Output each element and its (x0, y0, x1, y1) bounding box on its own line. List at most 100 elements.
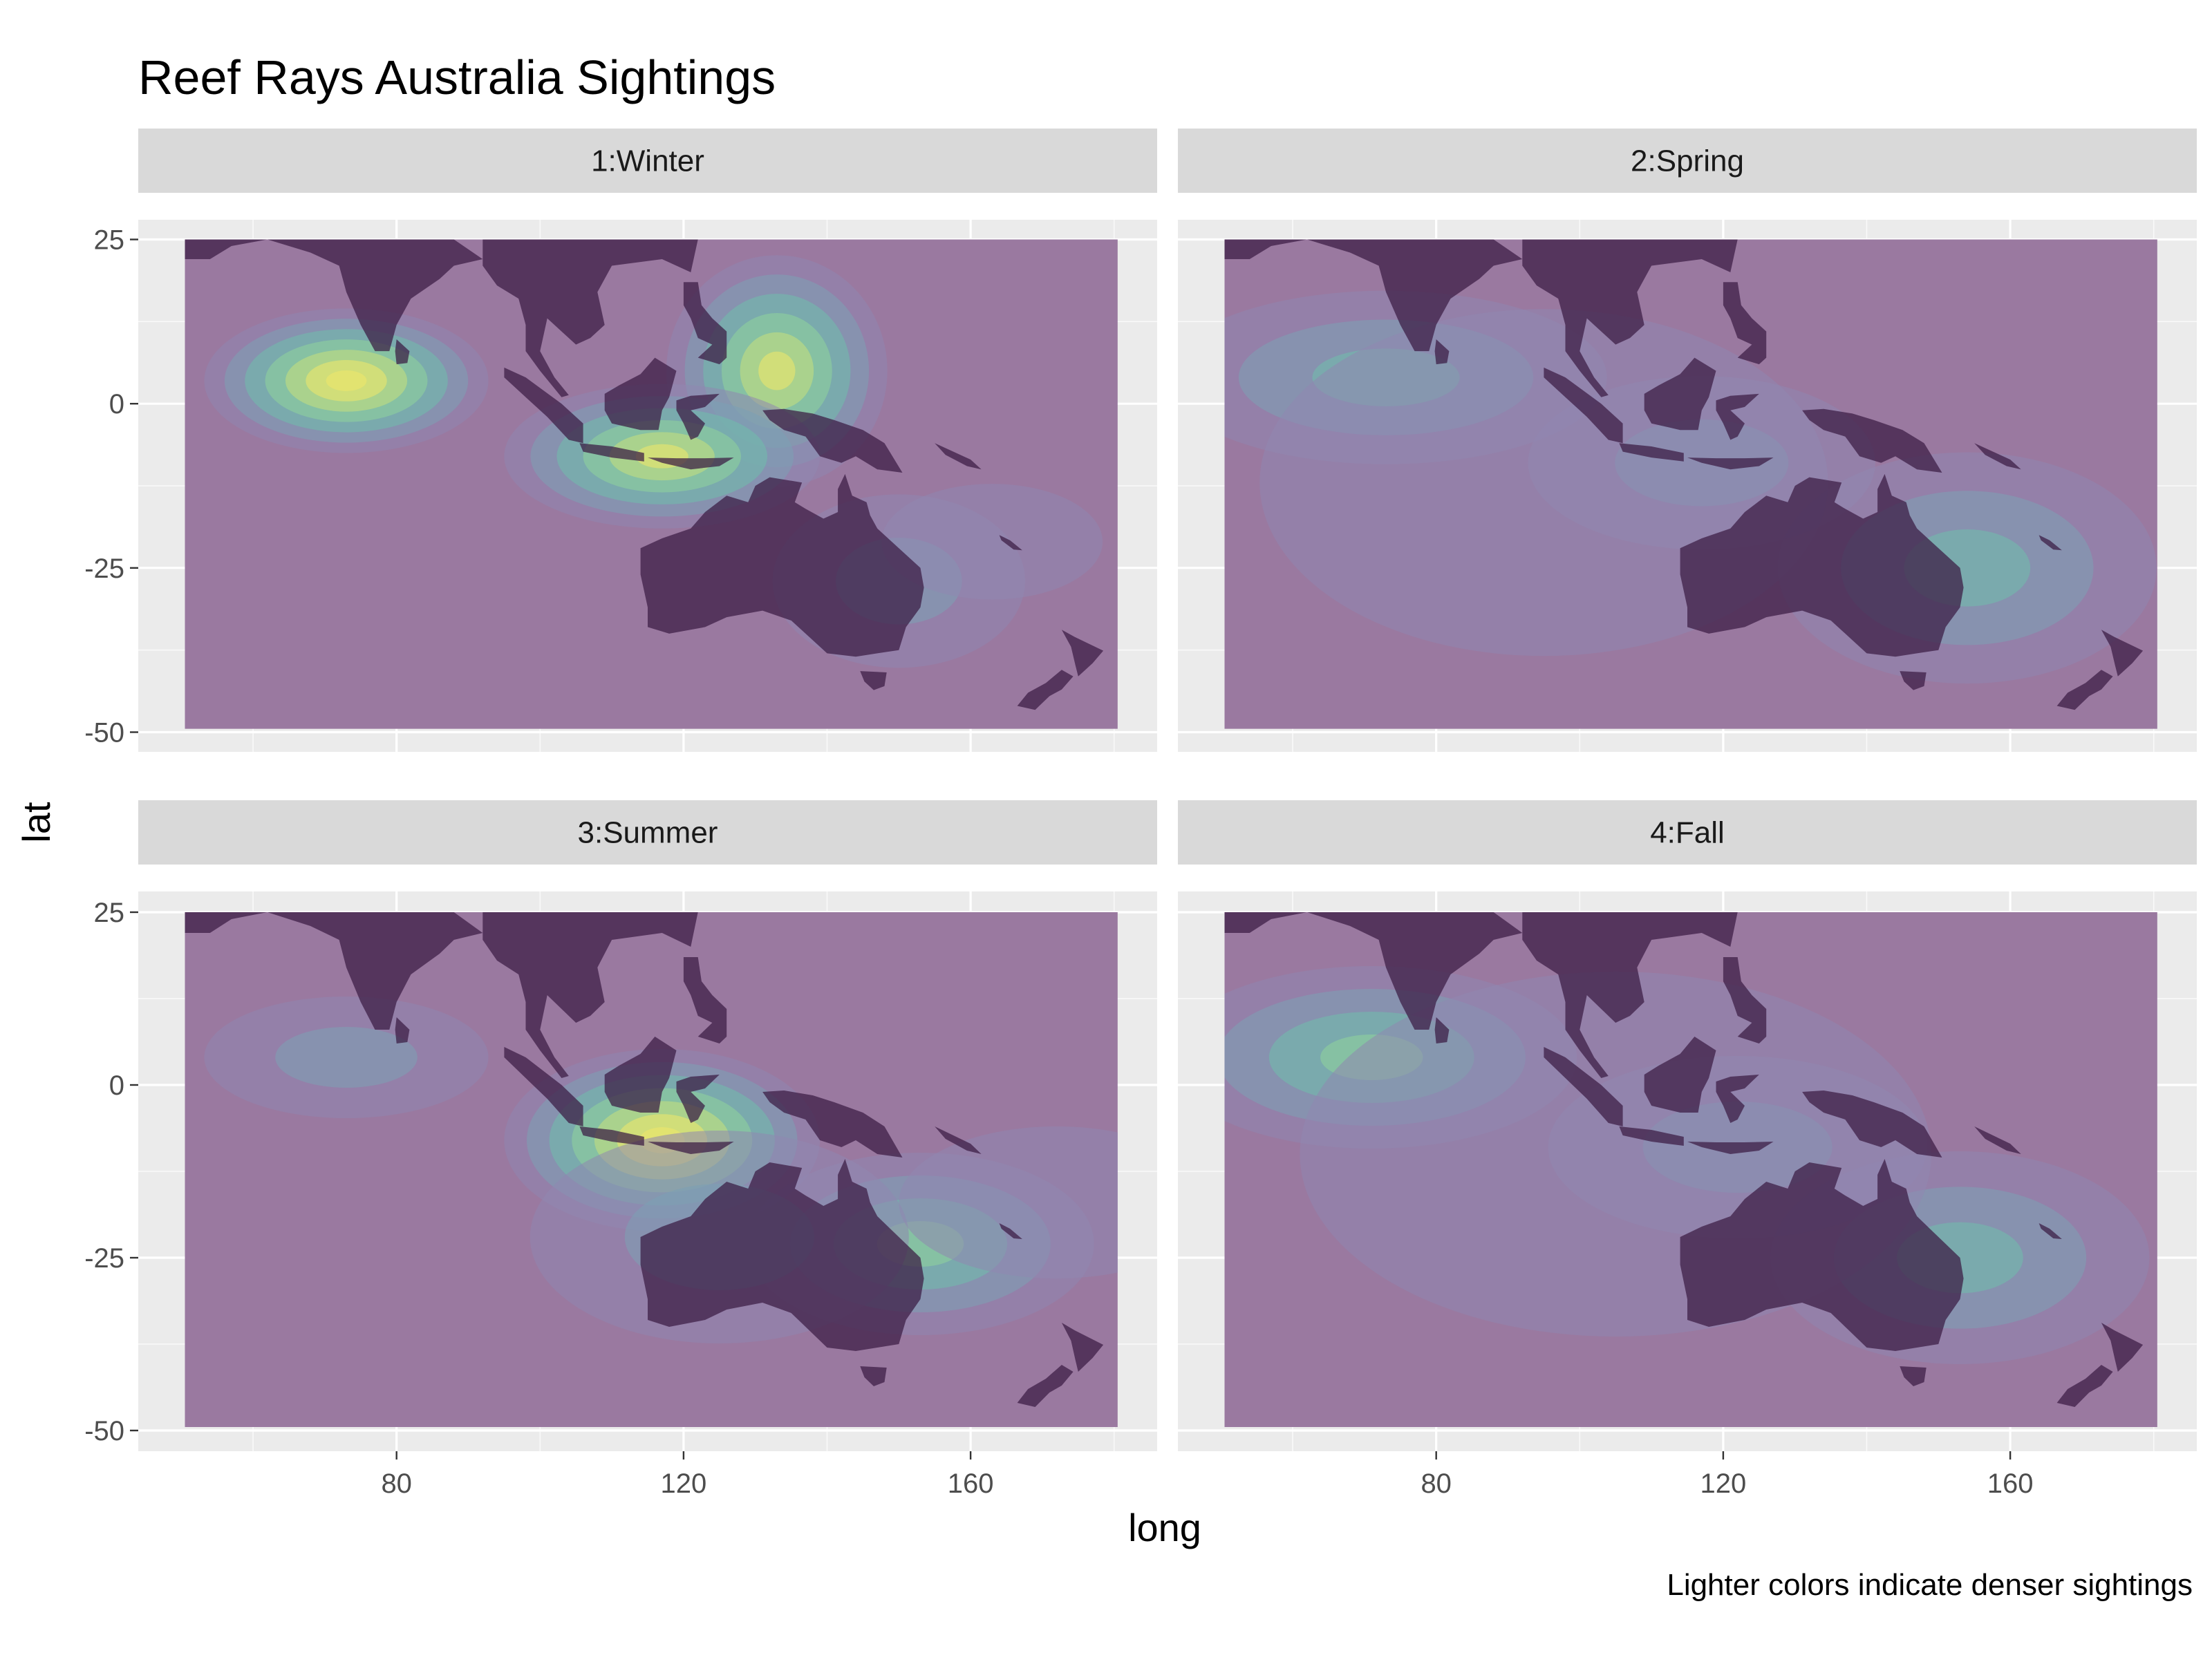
new-zealand-south-land (2056, 1365, 2113, 1407)
x-tick-label: 80 (381, 1469, 412, 1499)
y-tick-label: 0 (109, 1070, 124, 1101)
india-land (1224, 239, 1523, 352)
india-land (185, 912, 483, 1030)
southeast-asia-land (1522, 239, 1738, 397)
facet-strip-label: 3:Summer (578, 816, 718, 850)
density-hotspot (504, 384, 821, 529)
x-axis-title: long (1128, 1506, 1201, 1549)
facet-panel-2: 2:Spring (1178, 129, 2197, 752)
java-land (1619, 443, 1684, 462)
map-area (185, 239, 1118, 729)
new-caledonia-land (2038, 535, 2062, 551)
new-zealand-south-land (1017, 1365, 1074, 1407)
sumatra-land (504, 1047, 583, 1126)
java-land (579, 1126, 644, 1146)
facet-strip-label: 2:Spring (1631, 144, 1744, 178)
solomon-islands-land (1974, 443, 2021, 470)
lesser-sunda-land (648, 1142, 734, 1154)
x-tick-label: 80 (1421, 1469, 1452, 1499)
sri-lanka-land (395, 1017, 410, 1044)
x-tick-label: 160 (1987, 1469, 2034, 1499)
philippines-land (683, 957, 727, 1044)
facet-strip-1 (138, 129, 1157, 193)
sri-lanka-land (395, 339, 410, 365)
new-zealand-north-land (2101, 1323, 2144, 1372)
sulawesi-land (1716, 393, 1759, 440)
y-tick-label: -25 (84, 554, 124, 584)
lesser-sunda-land (1687, 457, 1774, 470)
density-contour-band (326, 370, 367, 391)
y-tick-label: 25 (94, 898, 125, 928)
sri-lanka-land (1434, 339, 1450, 365)
australia-land (640, 473, 924, 657)
new-guinea-land (1802, 1090, 1942, 1158)
sumatra-land (1544, 367, 1623, 444)
facet-panels: 1:Winter 25 0 -25 -50 2:Spring 3:Summer 25 0 -25 -… (84, 129, 2197, 1499)
sri-lanka-land (1434, 1017, 1450, 1044)
lesser-sunda-land (648, 457, 734, 470)
philippines-land (1723, 282, 1767, 365)
landmasses (185, 912, 1104, 1407)
facet-strip-3 (138, 800, 1157, 865)
sulawesi-land (676, 1075, 720, 1123)
australia-land (1680, 1159, 1964, 1351)
density-contour-band (881, 484, 1103, 600)
australia-land (1680, 473, 1964, 657)
density-hotspot (899, 1126, 1118, 1278)
x-tick-label: 160 (948, 1469, 994, 1499)
tasmania-land (1900, 1366, 1927, 1386)
x-tick-label: 120 (661, 1469, 707, 1499)
density-contour-band (758, 351, 796, 390)
new-zealand-north-land (1061, 1323, 1104, 1372)
lesser-sunda-land (1687, 1142, 1774, 1154)
new-zealand-south-land (2056, 670, 2113, 710)
sulawesi-land (676, 393, 720, 440)
density-contour-band (899, 1126, 1118, 1278)
landmasses (1224, 239, 2144, 710)
india-land (1224, 912, 1523, 1030)
facet-panel-1: 1:Winter 25 0 -25 -50 (84, 129, 1157, 752)
y-tick-label: 0 (109, 389, 124, 419)
sulawesi-land (1716, 1075, 1759, 1123)
borneo-land (1644, 357, 1716, 431)
facet-strip-label: 4:Fall (1650, 816, 1725, 850)
southeast-asia-land (482, 239, 698, 397)
landmasses (1224, 912, 2144, 1407)
new-zealand-south-land (1017, 670, 1074, 710)
borneo-land (604, 1037, 677, 1113)
new-caledonia-land (999, 535, 1022, 551)
new-guinea-land (1802, 408, 1942, 473)
density-hotspot (881, 484, 1103, 600)
new-zealand-north-land (2101, 630, 2144, 677)
facet-strip-4 (1178, 800, 2197, 865)
new-caledonia-land (2038, 1223, 2062, 1239)
new-guinea-land (762, 408, 903, 473)
solomon-islands-land (935, 443, 982, 470)
density-contour-band (275, 1027, 418, 1088)
new-guinea-land (762, 1090, 903, 1158)
y-tick-label: 25 (94, 225, 125, 256)
southeast-asia-land (482, 912, 698, 1078)
philippines-land (1723, 957, 1767, 1044)
solomon-islands-land (935, 1126, 982, 1154)
map-area (185, 912, 1118, 1427)
landmasses (185, 239, 1104, 710)
java-land (1619, 1126, 1684, 1146)
facet-panel-4: 4:Fall 80 120 160 (1178, 800, 2197, 1499)
australia-land (640, 1159, 924, 1351)
map-area (1224, 239, 2157, 729)
tasmania-land (860, 1366, 887, 1386)
y-tick-label: -50 (84, 717, 124, 748)
facet-strip-label: 1:Winter (591, 144, 704, 178)
tasmania-land (860, 671, 887, 690)
borneo-land (604, 357, 677, 431)
density-hotspot (204, 308, 489, 453)
chart-title: Reef Rays Australia Sightings (138, 50, 776, 104)
southeast-asia-land (1522, 912, 1738, 1078)
facet-strip-2 (1178, 129, 2197, 193)
y-axis-title: lat (15, 802, 58, 843)
y-tick-label: -50 (84, 1416, 124, 1446)
new-caledonia-land (999, 1223, 1022, 1239)
